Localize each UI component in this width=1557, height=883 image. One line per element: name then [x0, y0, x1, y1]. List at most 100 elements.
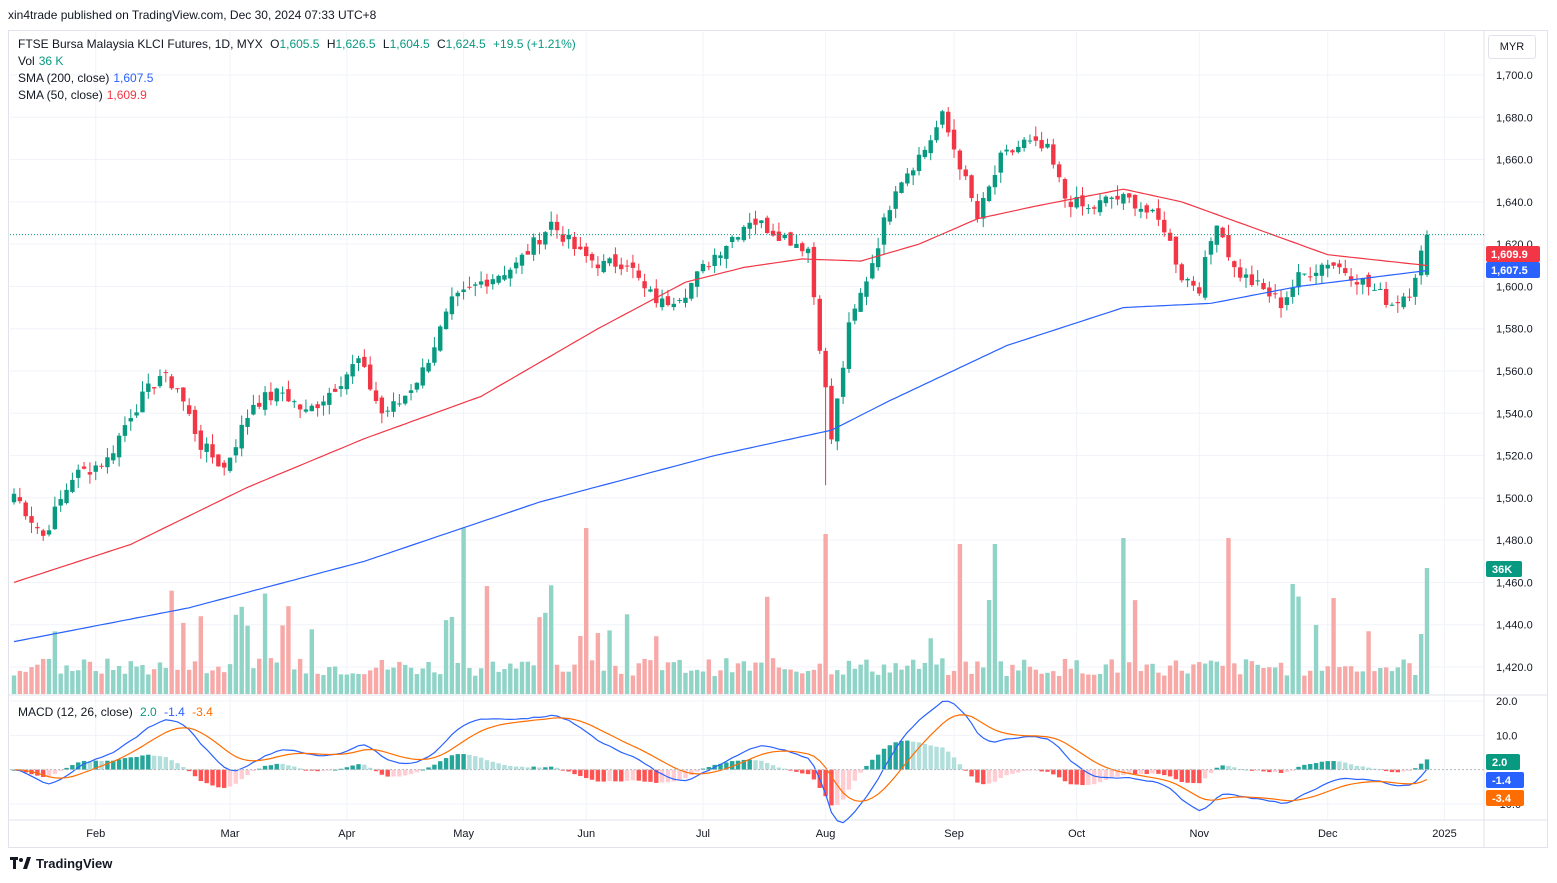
- volume-bar: [543, 612, 548, 694]
- legend-sma50-value: 1,609.9: [106, 88, 147, 102]
- volume-bar: [391, 667, 396, 694]
- macd-histogram-bar: [403, 769, 408, 776]
- volume-bar: [1214, 661, 1220, 694]
- macd-histogram-bar: [1103, 769, 1109, 780]
- candle-body: [321, 401, 326, 406]
- volume-bar: [1016, 670, 1021, 694]
- candle-body: [554, 221, 560, 231]
- candle-body: [531, 237, 536, 255]
- volume-bar: [940, 658, 945, 694]
- candle-body: [817, 298, 822, 351]
- candle-body: [1080, 195, 1085, 207]
- macd-histogram-bar: [770, 765, 776, 770]
- volume-bar: [29, 667, 34, 694]
- candle-body: [484, 279, 490, 287]
- volume-bar: [502, 669, 507, 694]
- macd-histogram-bar: [1214, 767, 1220, 770]
- volume-bar: [1197, 662, 1202, 694]
- volume-bar: [292, 669, 297, 694]
- volume-bar: [1348, 666, 1354, 694]
- candle-body: [140, 391, 145, 413]
- candle-body: [134, 412, 139, 416]
- candle-body: [1097, 200, 1103, 213]
- candle-body: [204, 443, 209, 452]
- candle-body: [665, 296, 671, 306]
- macd-histogram-bar: [823, 769, 828, 797]
- sma200-badge-bg: [1486, 262, 1540, 278]
- macd-histogram-bar: [1284, 769, 1290, 772]
- candle-body: [1284, 297, 1290, 305]
- macd-histogram-bar: [1197, 769, 1202, 784]
- macd-histogram-bar: [1418, 763, 1424, 770]
- macd-histogram-bar: [1401, 769, 1406, 772]
- candle-body: [373, 390, 379, 401]
- candle-body: [794, 243, 799, 248]
- macd-histogram-bar: [595, 769, 601, 782]
- candle-body: [186, 405, 192, 414]
- candle-body: [940, 111, 945, 125]
- macd-histogram-bar: [957, 764, 963, 770]
- macd-histogram-bar: [1360, 766, 1365, 770]
- volume-bar: [262, 593, 268, 694]
- macd-histogram-bar: [484, 760, 490, 770]
- volume-bar: [659, 670, 665, 694]
- volume-bar: [578, 635, 583, 694]
- legend-macd-value: 2.0: [140, 705, 157, 719]
- price-tick-label: 1,440.0: [1496, 620, 1533, 632]
- candle-body: [548, 221, 554, 230]
- price-tick-label: 1,540.0: [1496, 408, 1533, 420]
- macd-histogram-bar: [1243, 769, 1249, 771]
- candle-body: [87, 472, 93, 475]
- candle-body: [910, 170, 916, 176]
- macd-histogram-bar: [765, 763, 770, 770]
- volume-bar: [881, 664, 887, 694]
- macd-histogram-bar: [490, 761, 495, 770]
- candle-body: [759, 220, 764, 224]
- candle-body: [385, 410, 390, 412]
- volume-bar: [899, 669, 904, 694]
- candle-body: [1308, 276, 1313, 278]
- tradingview-footer: TradingView: [10, 856, 112, 872]
- volume-bar: [934, 664, 939, 694]
- price-tick-label: 1,640.0: [1496, 197, 1533, 209]
- volume-bar: [864, 659, 869, 694]
- legend-symbol: FTSE Bursa Malaysia KLCI Futures, 1D, MY…: [18, 37, 263, 51]
- candle-body: [1062, 179, 1068, 199]
- volume-bar: [846, 660, 852, 694]
- candle-body: [64, 489, 69, 504]
- time-tick-label: Jul: [696, 828, 710, 840]
- volume-bar: [1097, 673, 1103, 694]
- candle-body: [1162, 219, 1167, 233]
- volume-bar: [122, 673, 128, 694]
- candle-body: [1167, 232, 1173, 241]
- macd-histogram-bar: [1296, 766, 1301, 770]
- macd-histogram-bar: [537, 767, 542, 770]
- candle-body: [1343, 268, 1348, 274]
- candle-body: [1185, 278, 1190, 281]
- candle-body: [58, 499, 63, 506]
- macd-histogram-bar: [1115, 769, 1120, 777]
- signal-badge-bg: [1486, 772, 1524, 788]
- volume-bar: [198, 616, 204, 694]
- candle-body: [128, 418, 133, 422]
- volume-bar: [1308, 670, 1313, 694]
- macd-histogram-bar: [467, 754, 472, 770]
- macd-tick-label: 20.0: [1496, 696, 1517, 708]
- macd-histogram-bar: [64, 767, 69, 770]
- candle-body: [584, 246, 589, 257]
- currency-button[interactable]: MYR: [1488, 35, 1536, 59]
- volume-bar: [584, 528, 589, 694]
- candle-body: [969, 175, 974, 199]
- candle-body: [443, 311, 449, 330]
- macd-histogram-bar: [735, 760, 741, 770]
- volume-bar: [910, 659, 916, 694]
- candle-body: [233, 447, 239, 456]
- macd-histogram-bar: [1272, 769, 1278, 772]
- time-tick-label: Mar: [221, 828, 240, 840]
- candle-body: [800, 243, 805, 252]
- volume-bar: [905, 665, 910, 694]
- candle-body: [262, 392, 268, 410]
- macd-histogram-bar: [543, 767, 548, 770]
- volume-bar: [624, 614, 630, 694]
